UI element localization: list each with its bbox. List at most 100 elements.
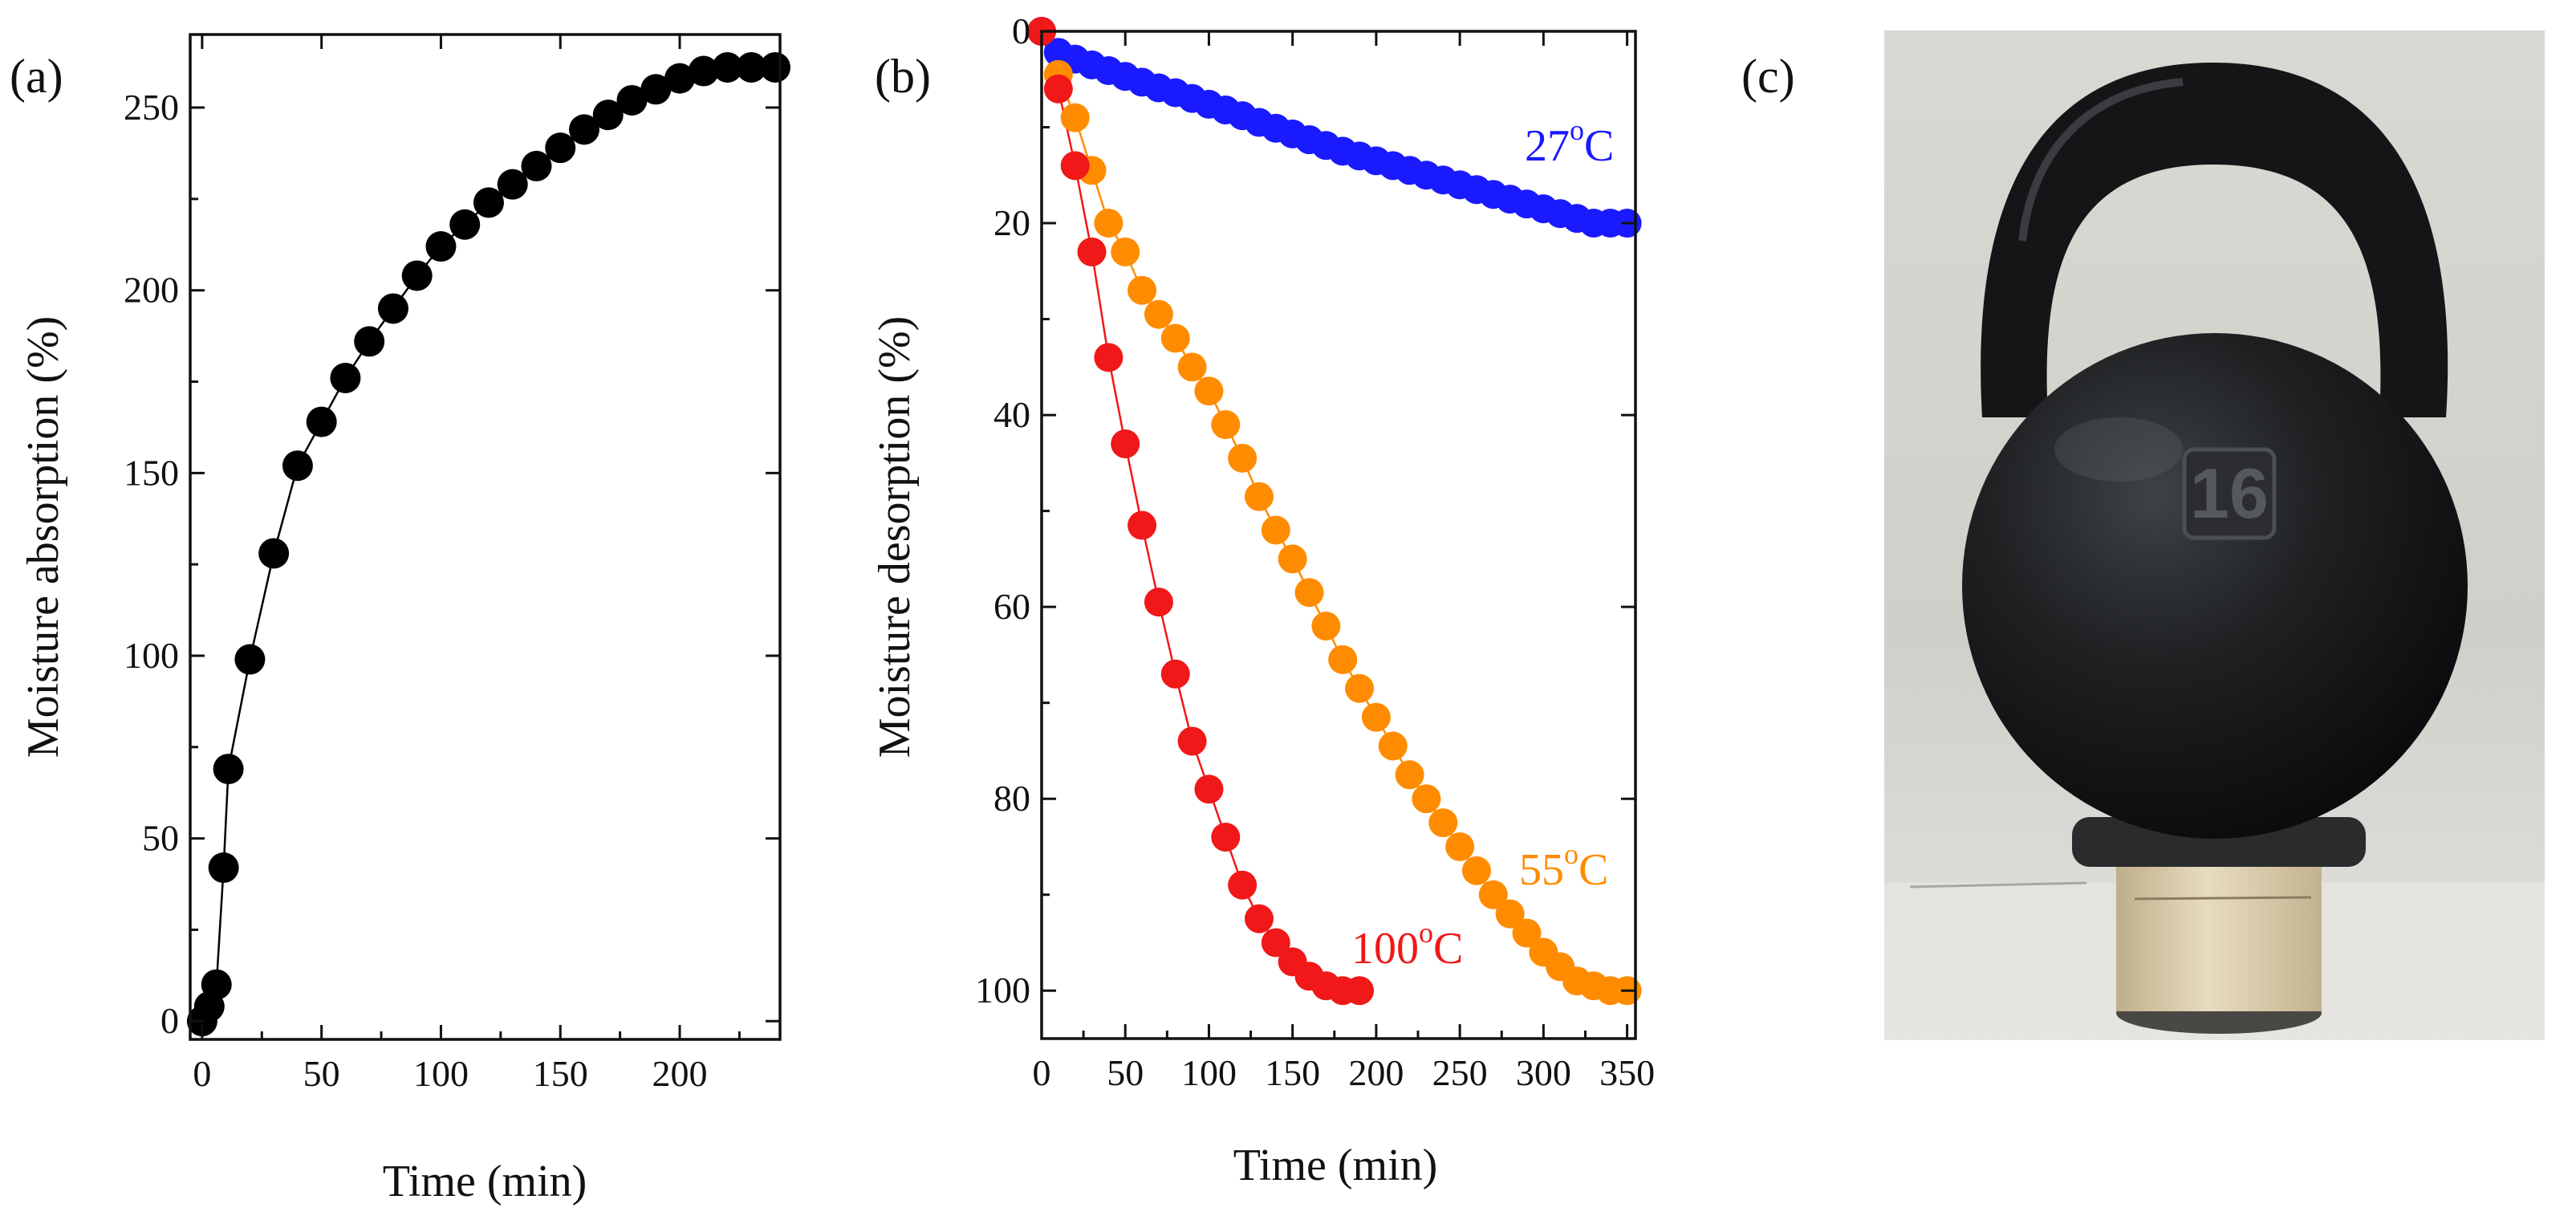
chart-b-y-tick-labels: 0 20 40 60 80 100 xyxy=(975,10,1030,1011)
data-point xyxy=(736,51,767,83)
data-point xyxy=(1094,343,1123,372)
data-point xyxy=(1194,775,1224,804)
y-tick-label: 100 xyxy=(975,970,1030,1011)
chart-a-frame xyxy=(189,33,782,1041)
y-tick-label: 40 xyxy=(993,394,1030,435)
data-point xyxy=(1495,899,1525,929)
kettlebell-number: 16 xyxy=(2190,453,2269,533)
data-point xyxy=(306,406,337,437)
x-tick-label: 200 xyxy=(652,1053,708,1094)
y-tick-label: 150 xyxy=(124,452,179,493)
data-point xyxy=(1060,151,1090,181)
data-point xyxy=(1478,880,1508,909)
data-point xyxy=(760,51,791,83)
chart-a-y-axis-title: Moisture absorption (%) xyxy=(18,316,68,758)
series-label-27c-unit: C xyxy=(1584,121,1614,171)
data-point xyxy=(1412,784,1441,814)
data-point xyxy=(1160,323,1190,353)
data-point xyxy=(1160,659,1190,689)
y-tick-label: 80 xyxy=(993,778,1030,819)
series-label-100c-degree: o xyxy=(1419,917,1433,949)
chart-b-moisture-desorption: 0 50 100 150 200 250 300 350 0 20 40 60 80 100 Time … xyxy=(870,10,1655,1190)
data-point xyxy=(568,114,599,145)
data-point xyxy=(425,231,457,262)
data-point xyxy=(213,754,244,785)
y-tick-label: 0 xyxy=(1012,10,1030,51)
chart-b-x-tick-labels: 0 50 100 150 200 250 300 350 xyxy=(1033,1052,1656,1093)
data-point xyxy=(688,55,719,87)
x-tick-label: 350 xyxy=(1599,1052,1655,1093)
data-point xyxy=(377,293,408,324)
data-point xyxy=(1111,237,1140,266)
panel-a-label: (a) xyxy=(10,50,63,103)
y-tick-label: 60 xyxy=(993,586,1030,627)
chart-a-x-axis-title: Time (min) xyxy=(383,1157,587,1206)
data-point xyxy=(1361,702,1391,732)
data-point xyxy=(208,852,239,884)
x-tick-label: 200 xyxy=(1348,1052,1404,1093)
data-point xyxy=(1345,673,1375,703)
data-point xyxy=(1378,731,1408,761)
data-point xyxy=(712,51,743,83)
x-tick-label: 0 xyxy=(1033,1052,1051,1093)
photo-table-shadow-line xyxy=(1909,881,2087,889)
data-point xyxy=(1177,726,1207,756)
data-point xyxy=(1428,808,1458,838)
series-label-27c: 27oC xyxy=(1525,114,1614,171)
data-point xyxy=(664,63,696,94)
data-point xyxy=(1094,209,1123,238)
data-point xyxy=(1128,510,1157,540)
x-tick-label: 300 xyxy=(1516,1052,1571,1093)
kettlebell-handle xyxy=(1981,63,2448,417)
data-point xyxy=(1228,870,1258,900)
data-point xyxy=(616,84,648,116)
chart-b-y-axis-title: Moisture desorption (%) xyxy=(870,316,920,758)
data-point xyxy=(258,538,290,569)
series-label-55c-degree: o xyxy=(1564,838,1579,870)
data-point xyxy=(401,260,433,291)
data-point xyxy=(282,450,313,482)
data-point xyxy=(1144,299,1173,329)
data-point xyxy=(545,132,576,164)
data-point xyxy=(1294,578,1324,608)
data-point xyxy=(1278,544,1307,574)
data-point xyxy=(1244,904,1274,933)
data-point xyxy=(1077,237,1107,266)
data-point xyxy=(1395,760,1424,790)
series-label-27c-degree: o xyxy=(1570,114,1584,146)
kettlebell-body xyxy=(1962,333,2468,839)
y-tick-label: 200 xyxy=(124,270,179,311)
y-tick-label: 20 xyxy=(993,202,1030,243)
data-point xyxy=(354,326,385,357)
x-tick-label: 150 xyxy=(1265,1052,1320,1093)
x-tick-label: 100 xyxy=(413,1053,469,1094)
series-label-100c: 100oC xyxy=(1351,917,1463,974)
cork-base-line xyxy=(2134,896,2312,901)
data-point xyxy=(1445,832,1475,861)
data-point xyxy=(1211,823,1241,852)
x-tick-label: 100 xyxy=(1181,1052,1237,1093)
chart-a-y-tick-labels: 0 50 100 150 200 250 xyxy=(124,87,179,1041)
data-point xyxy=(1043,74,1073,104)
series-label-55c-value: 55 xyxy=(1519,845,1564,895)
kettlebell-number-plate xyxy=(2182,447,2277,540)
series-label-100c-unit: C xyxy=(1433,924,1463,974)
data-point xyxy=(1128,275,1157,305)
chart-b-ticks xyxy=(1040,30,1635,1039)
x-tick-label: 0 xyxy=(193,1053,211,1094)
x-tick-label: 150 xyxy=(533,1053,588,1094)
chart-a-points xyxy=(186,51,791,1037)
data-point xyxy=(1461,856,1491,885)
x-tick-label: 50 xyxy=(1107,1052,1144,1093)
panel-c-label: (c) xyxy=(1741,50,1795,103)
chart-b-x-axis-title: Time (min) xyxy=(1233,1141,1438,1190)
series-label-55c: 55oC xyxy=(1519,838,1608,895)
series-label-55c-unit: C xyxy=(1579,845,1608,895)
panel-b-label: (b) xyxy=(875,50,931,103)
data-point xyxy=(1311,612,1341,641)
data-point xyxy=(201,969,232,1000)
chart-a-x-tick-labels: 0 50 100 150 200 xyxy=(193,1053,707,1094)
series-label-27c-value: 27 xyxy=(1525,121,1570,171)
